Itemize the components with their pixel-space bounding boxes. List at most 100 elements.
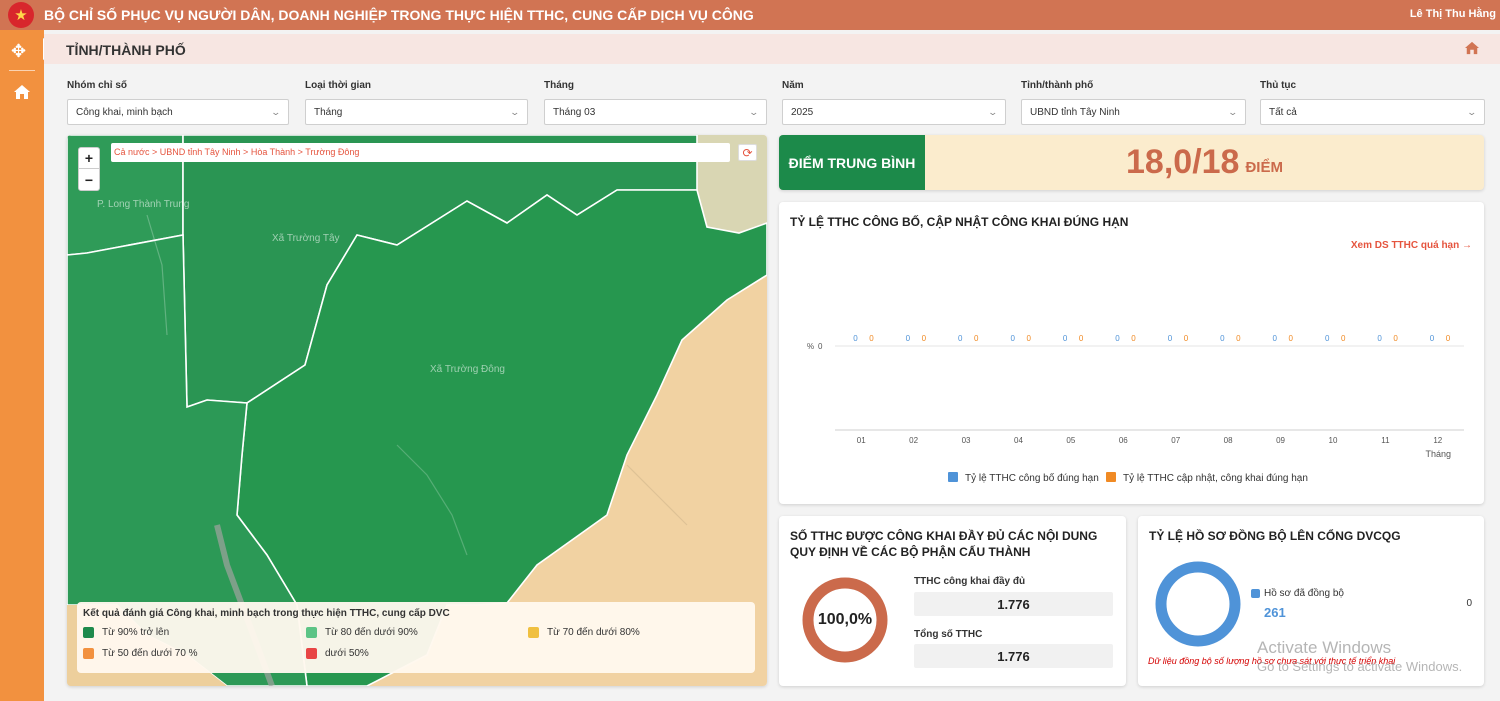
sync-note: Dữ liệu đồng bộ số lượng hồ sơ chưa sát … — [1148, 656, 1396, 666]
choropleth-map[interactable] — [67, 135, 767, 686]
legend-series-2: Tỷ lệ TTHC cập nhật, công khai đúng hạn — [1123, 472, 1308, 484]
chevron-down-icon: ⌄ — [1466, 106, 1478, 117]
legend-swatch — [83, 627, 94, 638]
bar-value-label: 0 — [1341, 334, 1346, 343]
page-title: TỈNH/THÀNH PHỐ — [66, 42, 186, 58]
bar-value-label: 0 — [1289, 334, 1294, 343]
chevron-down-icon: ⌄ — [270, 106, 282, 117]
sidebar: ✥ — [0, 30, 44, 701]
bar-value-label: 0 — [1168, 334, 1173, 343]
bar-value-label: 0 — [1273, 334, 1278, 343]
synced-count: 261 — [1264, 605, 1286, 620]
x-tick-label: 07 — [1171, 436, 1180, 445]
filter-year: Năm 2025 ⌄ — [782, 80, 1006, 125]
published-procedures-panel: SỐ TTHC ĐƯỢC CÔNG KHAI ĐẦY ĐỦ CÁC NỘI DU… — [779, 516, 1126, 686]
national-emblem-icon[interactable]: ★ — [8, 2, 34, 28]
map-panel: P. Long Thành Trung Xã Trường Tây Xã Trư… — [67, 135, 767, 686]
legend-title: Kết quả đánh giá Công khai, minh bạch tr… — [83, 608, 450, 619]
published-title: SỐ TTHC ĐƯỢC CÔNG KHAI ĐẦY ĐỦ CÁC NỘI DU… — [790, 529, 1098, 559]
overdue-list-link[interactable]: Xem DS TTHC quá hạn → — [1350, 240, 1472, 251]
legend-series-1: Tỷ lệ TTHC công bố đúng hạn — [965, 472, 1099, 484]
chevron-down-icon: ⌄ — [748, 106, 760, 117]
unsynced-count: 0 — [1466, 598, 1472, 609]
legend-swatch — [83, 648, 94, 659]
move-arrows-icon[interactable]: ✥ — [11, 41, 27, 61]
total-procedures-value: 1.776 — [914, 644, 1113, 668]
sync-donut-chart — [1155, 561, 1241, 647]
map-breadcrumb[interactable]: Cả nước > UBND tỉnh Tây Ninh > Hòa Thành… — [111, 143, 730, 162]
bar-value-label: 0 — [958, 334, 963, 343]
bar-value-label: 0 — [853, 334, 858, 343]
zoom-out-button[interactable]: − — [84, 171, 94, 188]
x-tick-label: 10 — [1329, 436, 1338, 445]
app-title: BỘ CHỈ SỐ PHỤC VỤ NGƯỜI DÂN, DOANH NGHIỆ… — [44, 7, 754, 23]
full-published-value: 1.776 — [914, 592, 1113, 616]
x-axis-label: Tháng — [1425, 449, 1451, 459]
published-percent: 100,0% — [817, 611, 873, 628]
user-menu[interactable]: Lê Thị Thu Hằng — [1409, 8, 1496, 20]
sync-rate-panel: TỶ LỆ HỒ SƠ ĐỒNG BỘ LÊN CỔNG DVCQG Hồ sơ… — [1138, 516, 1484, 686]
bar-value-label: 0 — [1184, 334, 1189, 343]
home-icon[interactable] — [13, 84, 31, 100]
bar-value-label: 0 — [1131, 334, 1136, 343]
total-procedures-label: Tổng số TTHC — [914, 629, 983, 640]
time-type-select[interactable]: Tháng ⌄ — [305, 99, 528, 125]
bar-value-label: 0 — [1010, 334, 1015, 343]
chevron-down-icon: ⌄ — [987, 106, 999, 117]
score-label: ĐIỂM TRUNG BÌNH — [779, 135, 925, 190]
chevron-down-icon: ⌄ — [509, 106, 521, 117]
filter-label: Tỉnh/thành phố — [1021, 80, 1094, 91]
legend-swatch — [306, 627, 317, 638]
map-label-truong-tay: Xã Trường Tây — [272, 233, 340, 244]
bar-value-label: 0 — [1430, 334, 1435, 343]
legend-swatch — [306, 648, 317, 659]
chart-title: TỶ LỆ TTHC CÔNG BỐ, CẬP NHẬT CÔNG KHAI Đ… — [790, 215, 1129, 229]
legend-item: Từ 90% trở lên — [83, 627, 169, 638]
province-select[interactable]: UBND tỉnh Tây Ninh ⌄ — [1021, 99, 1246, 125]
x-tick-label: 08 — [1224, 436, 1233, 445]
top-bar: ★ BỘ CHỈ SỐ PHỤC VỤ NGƯỜI DÂN, DOANH NGH… — [0, 0, 1500, 30]
filter-time-type: Loại thời gian Tháng ⌄ — [305, 80, 528, 125]
score-number: 18,0/18 — [1126, 143, 1240, 181]
legend-swatch-series-2 — [1106, 472, 1116, 482]
x-tick-label: 03 — [962, 436, 971, 445]
x-tick-label: 06 — [1119, 436, 1128, 445]
x-tick-label: 12 — [1433, 436, 1442, 445]
year-select[interactable]: 2025 ⌄ — [782, 99, 1006, 125]
filter-label: Loại thời gian — [305, 80, 371, 91]
score-unit: ĐIỂM — [1245, 159, 1283, 176]
activation-watermark: Activate Windows Go to Settings to activ… — [1257, 638, 1463, 674]
legend-swatch — [1251, 589, 1260, 598]
sync-legend: Hồ sơ đã đồng bộ — [1251, 588, 1344, 599]
bar-value-label: 0 — [1026, 334, 1031, 343]
zoom-in-button[interactable]: + — [79, 148, 99, 169]
bar-value-label: 0 — [1236, 334, 1241, 343]
average-score-panel: ĐIỂM TRUNG BÌNH 18,0/18 ĐIỂM — [779, 135, 1484, 190]
bar-value-label: 0 — [869, 334, 874, 343]
bar-value-label: 0 — [1063, 334, 1068, 343]
refresh-icon[interactable]: ⟳ — [738, 144, 757, 161]
procedure-select[interactable]: Tất cả ⌄ — [1260, 99, 1485, 125]
x-tick-label: 09 — [1276, 436, 1285, 445]
filter-indicator-group: Nhóm chỉ số Công khai, minh bạch ⌄ — [67, 80, 289, 125]
zoom-control: + − — [78, 147, 100, 191]
legend-item: Từ 50 đến dưới 70 % — [83, 648, 198, 659]
map-label-truong-dong: Xã Trường Đông — [430, 364, 505, 375]
filter-label: Thủ tục — [1260, 80, 1297, 91]
x-tick-label: 11 — [1381, 436, 1390, 445]
home-icon[interactable] — [1464, 41, 1480, 55]
month-select[interactable]: Tháng 03 ⌄ — [544, 99, 767, 125]
x-tick-label: 01 — [857, 436, 866, 445]
indicator-group-select[interactable]: Công khai, minh bạch ⌄ — [67, 99, 289, 125]
bar-value-label: 0 — [1377, 334, 1382, 343]
y-tick-label: 0 — [818, 342, 823, 351]
bar-value-label: 0 — [1446, 334, 1451, 343]
sync-donut-ring — [1155, 561, 1241, 647]
legend-item: Từ 70 đến dưới 80% — [528, 627, 640, 638]
x-tick-label: 04 — [1014, 436, 1023, 445]
published-donut-arc — [802, 577, 888, 663]
bar-value-label: 0 — [1115, 334, 1120, 343]
filter-month: Tháng Tháng 03 ⌄ — [544, 80, 767, 125]
bar-value-label: 0 — [1079, 334, 1084, 343]
map-label-long-thanh-trung: P. Long Thành Trung — [97, 199, 190, 210]
